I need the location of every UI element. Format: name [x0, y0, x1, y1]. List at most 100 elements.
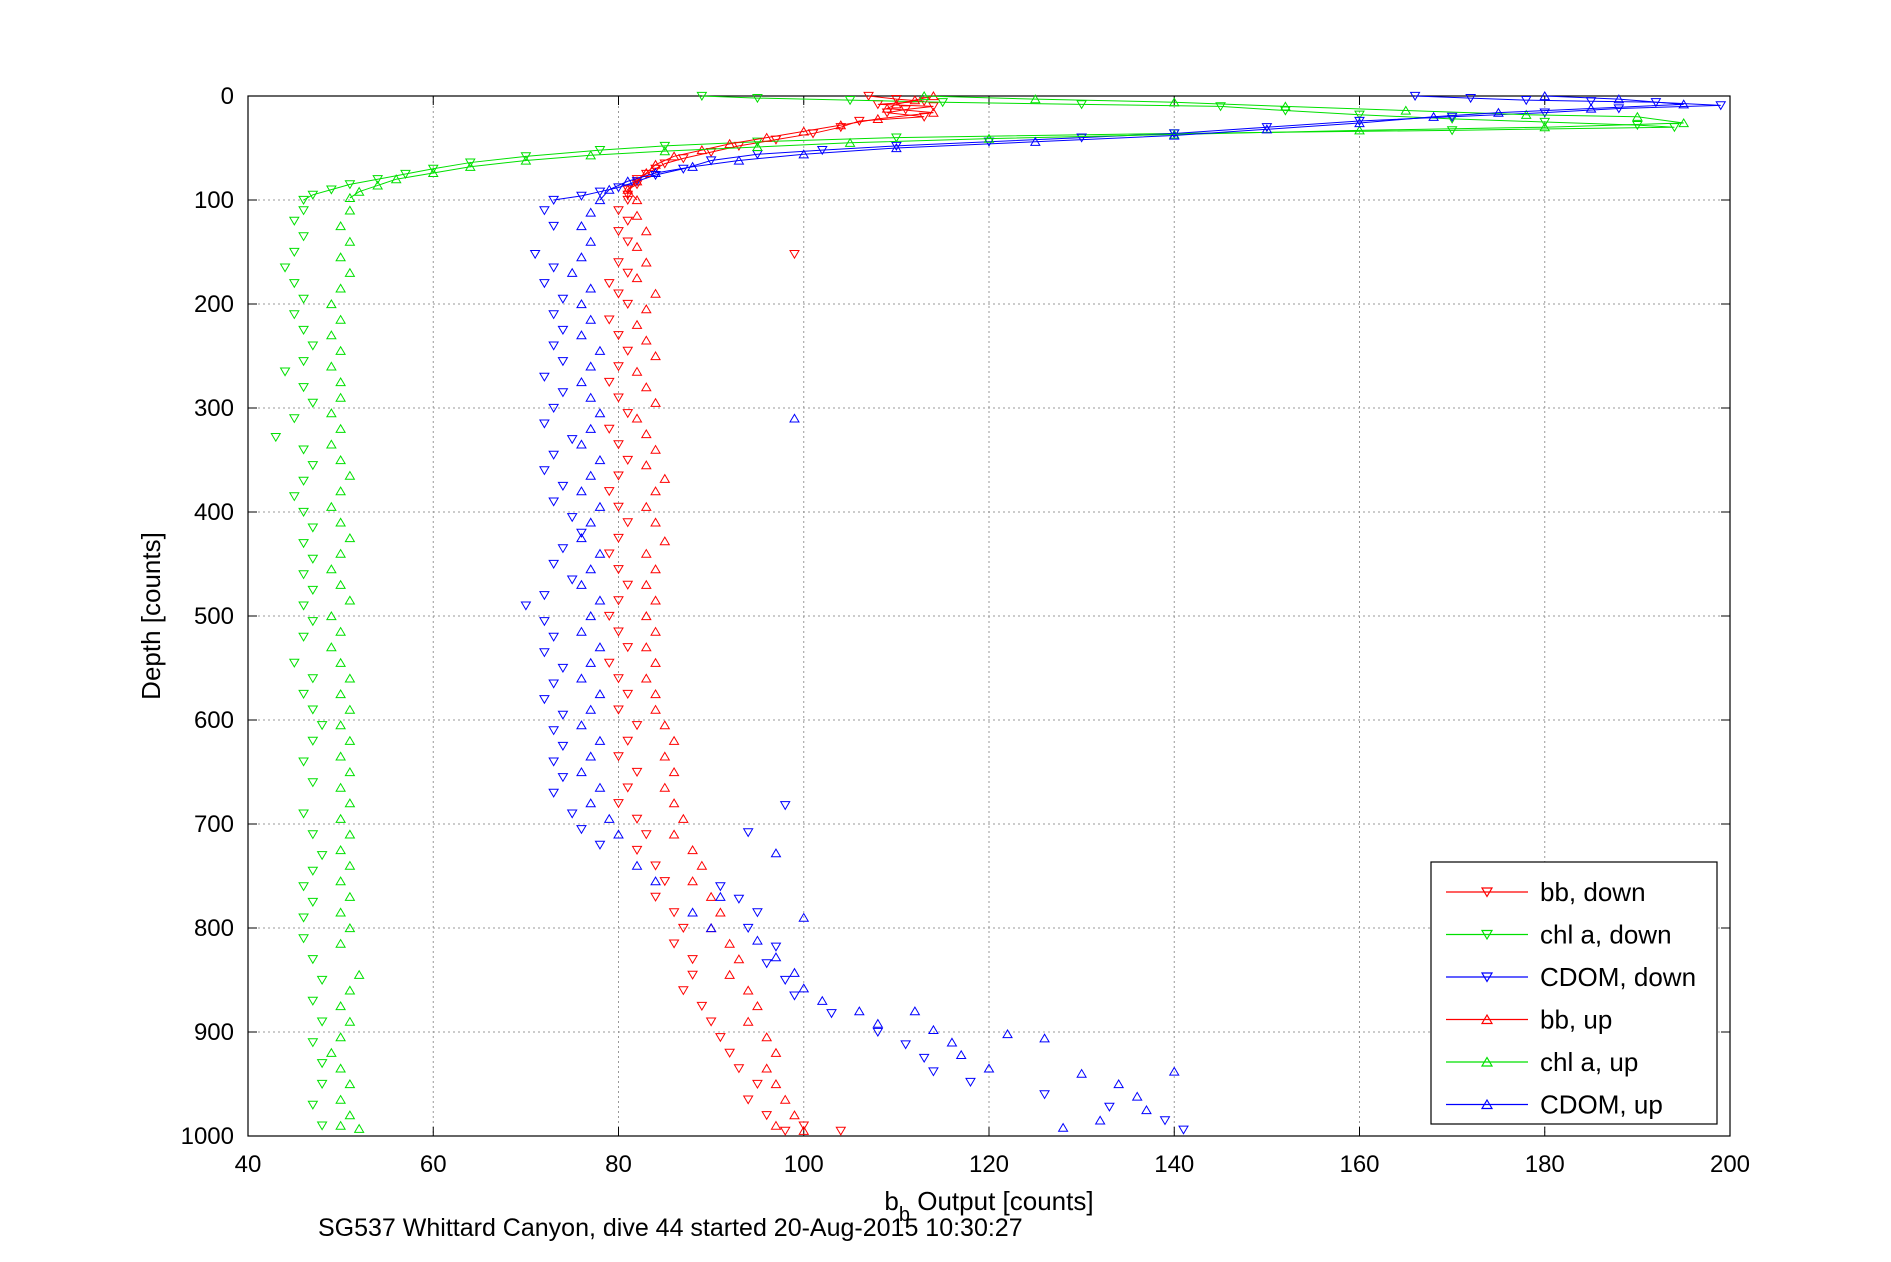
- data-point: [1520, 109, 1532, 119]
- data-point: [548, 757, 560, 767]
- data-point: [659, 751, 671, 761]
- data-point: [752, 141, 763, 152]
- data-point: [585, 150, 597, 160]
- data-point: [316, 1121, 328, 1131]
- data-point: [613, 471, 624, 481]
- data-point: [715, 891, 726, 901]
- data-point: [677, 986, 689, 996]
- data-point: [288, 279, 300, 289]
- data-point: [1215, 102, 1226, 112]
- data-point: [603, 549, 615, 559]
- data-point: [298, 507, 309, 518]
- data-point: [650, 170, 661, 181]
- data-point: [576, 298, 587, 309]
- data-point: [603, 184, 615, 194]
- data-point: [640, 335, 652, 345]
- data-point: [520, 601, 532, 611]
- data-point: [1354, 116, 1365, 126]
- data-point: [622, 689, 634, 700]
- data-point: [631, 845, 643, 856]
- data-point: [622, 190, 634, 200]
- data-point: [613, 183, 624, 193]
- data-point: [1354, 110, 1365, 120]
- data-point: [613, 533, 624, 544]
- data-point: [613, 227, 624, 237]
- data-point: [761, 132, 773, 142]
- data-point: [696, 91, 708, 102]
- data-point: [298, 809, 309, 819]
- data-point: [789, 991, 800, 1001]
- legend-marker: [1480, 1098, 1494, 1110]
- data-point: [603, 611, 615, 622]
- data-point: [640, 830, 652, 840]
- data-point: [659, 141, 671, 151]
- data-point: [622, 237, 634, 247]
- data-point: [1539, 122, 1551, 132]
- data-point: [335, 782, 346, 792]
- data-point: [539, 419, 550, 429]
- data-point: [733, 954, 745, 964]
- data-point: [1539, 108, 1551, 118]
- data-point: [789, 249, 800, 260]
- data-point: [622, 268, 634, 278]
- data-point: [594, 187, 606, 197]
- data-point: [650, 486, 661, 496]
- data-point: [539, 279, 550, 289]
- data-point: [640, 579, 652, 589]
- data-point: [640, 428, 652, 439]
- data-point: [335, 938, 346, 948]
- legend-label: CDOM, up: [1540, 1090, 1663, 1120]
- data-point: [520, 155, 532, 165]
- y-tick-label: 200: [194, 291, 234, 318]
- data-point: [335, 876, 346, 886]
- data-point: [298, 232, 309, 242]
- data-point: [557, 773, 569, 783]
- data-point: [668, 829, 680, 839]
- data-point: [594, 642, 606, 652]
- x-axis-label: bb Output [counts]: [884, 1186, 1093, 1226]
- y-tick-label: 300: [194, 395, 234, 422]
- data-point: [1428, 111, 1439, 121]
- data-point: [548, 679, 560, 689]
- data-point: [613, 206, 624, 216]
- data-point: [946, 1037, 958, 1047]
- data-point: [650, 564, 661, 574]
- data-point: [650, 688, 661, 699]
- data-point: [724, 138, 736, 148]
- y-tick-label: 700: [194, 811, 234, 838]
- data-point: [668, 798, 680, 808]
- data-point: [650, 397, 661, 407]
- data-point: [585, 657, 597, 667]
- data-point: [1168, 129, 1180, 139]
- data-point: [761, 1111, 773, 1121]
- series-line: [349, 95, 1684, 199]
- data-point: [307, 585, 319, 596]
- data-point: [650, 876, 661, 886]
- data-point: [298, 913, 309, 923]
- data-point: [594, 688, 606, 699]
- data-point: [576, 532, 587, 543]
- data-point: [353, 1123, 365, 1133]
- data-point: [1446, 126, 1458, 136]
- data-point: [881, 108, 893, 118]
- data-point: [307, 830, 319, 840]
- data-point: [576, 626, 587, 636]
- data-point: [715, 907, 726, 917]
- data-point: [613, 362, 624, 372]
- data-point: [344, 192, 356, 203]
- data-point: [539, 648, 550, 658]
- data-point: [742, 923, 754, 934]
- series-chl-a-up: [325, 90, 1690, 1133]
- data-series: [270, 90, 1727, 1136]
- data-point: [298, 539, 309, 549]
- data-point: [983, 1063, 995, 1073]
- data-point: [752, 137, 763, 147]
- data-point: [1539, 90, 1551, 101]
- data-point: [539, 695, 550, 705]
- data-point: [557, 388, 569, 398]
- data-point: [335, 626, 346, 636]
- data-point: [335, 844, 346, 855]
- data-point: [603, 487, 615, 497]
- data-point: [640, 304, 652, 314]
- data-point: [576, 220, 587, 231]
